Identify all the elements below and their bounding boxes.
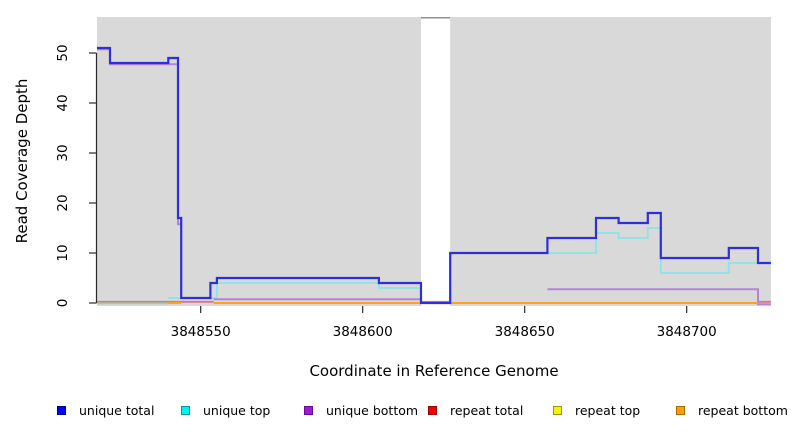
legend-label: repeat bottom (698, 402, 788, 418)
y-tick-label: 0 (55, 298, 71, 308)
legend-swatch-icon (304, 405, 313, 415)
legend-swatch-icon (57, 405, 66, 415)
legend-item: repeat top (553, 402, 640, 418)
legend-swatch-icon (553, 405, 562, 415)
y-tick-label: 40 (55, 94, 71, 112)
legend-swatch-icon (181, 405, 190, 415)
x-tick-label: 3848650 (494, 324, 555, 340)
legend-label: unique top (203, 402, 271, 418)
plot-background-right (450, 17, 771, 306)
series-unique-bottom (97, 48, 771, 306)
legend-swatch-icon (428, 405, 437, 415)
legend-item: unique bottom (304, 402, 418, 418)
legend-item: repeat bottom (676, 402, 788, 418)
x-tick-label: 3848700 (656, 324, 717, 340)
legend-label: repeat top (575, 402, 641, 418)
x-tick-label: 3848600 (332, 324, 393, 340)
y-tick-label: 10 (55, 244, 71, 262)
legend-label: unique bottom (326, 402, 419, 418)
series-unique-total (97, 46, 771, 305)
legend-item: unique top (181, 402, 270, 418)
legend-item: repeat total (428, 402, 523, 418)
legend-item: unique total (57, 402, 154, 418)
y-axis-title: Read Coverage Depth (13, 78, 31, 244)
x-axis-title: Coordinate in Reference Genome (309, 362, 559, 380)
plot-background-left (97, 17, 421, 306)
y-tick-label: 20 (55, 194, 71, 212)
legend-swatch-icon (676, 405, 685, 415)
legend-label: repeat total (450, 402, 524, 418)
y-tick-label: 30 (55, 144, 71, 162)
legend-label: unique total (79, 402, 155, 418)
x-tick-label: 3848550 (170, 324, 231, 340)
y-tick-label: 50 (55, 44, 71, 62)
